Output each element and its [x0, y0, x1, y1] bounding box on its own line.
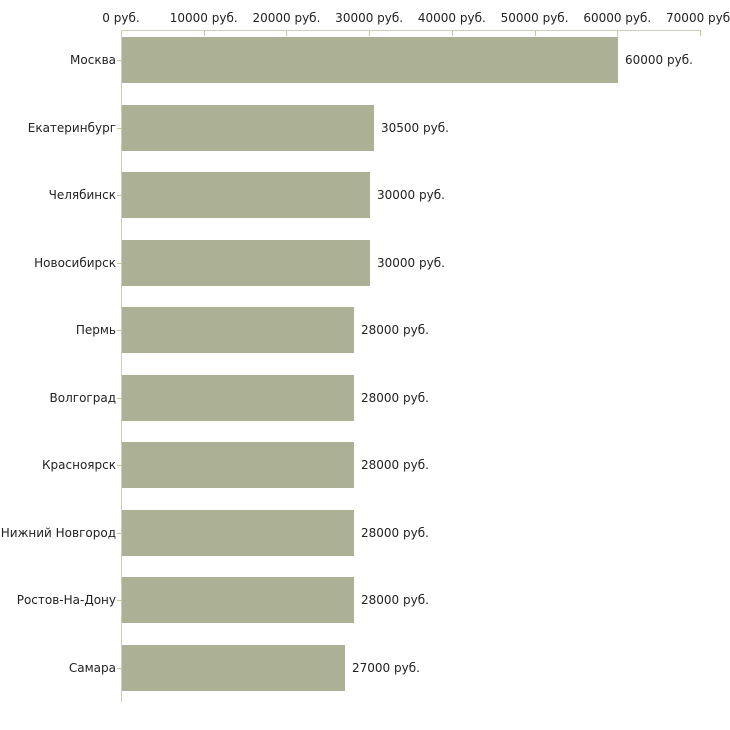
category-tick-mark [117, 263, 121, 264]
bar [122, 172, 370, 218]
bar [122, 510, 354, 556]
x-tick-mark [451, 30, 453, 36]
bar [122, 307, 354, 353]
x-tick-mark [369, 30, 371, 36]
value-label: 28000 руб. [361, 323, 429, 337]
value-label: 28000 руб. [361, 593, 429, 607]
category-label: Ростов-На-Дону [16, 593, 116, 607]
value-label: 28000 руб. [361, 526, 429, 540]
category-label: Самара [68, 661, 116, 675]
y-axis-line [121, 30, 122, 702]
category-tick-mark [117, 668, 121, 669]
category-label: Волгоград [49, 391, 116, 405]
value-label: 27000 руб. [352, 661, 420, 675]
x-tick-mark [700, 30, 701, 36]
category-tick-mark [117, 128, 121, 129]
value-label: 30000 руб. [377, 188, 445, 202]
bar [122, 442, 354, 488]
bar [122, 375, 354, 421]
value-label: 60000 руб. [625, 53, 693, 67]
x-tick-label: 30000 руб. [335, 11, 404, 25]
category-tick-mark [117, 465, 121, 466]
bar [122, 105, 374, 151]
value-label: 30500 руб. [381, 121, 449, 135]
x-tick-label: 20000 руб. [252, 11, 321, 25]
bar [122, 37, 618, 83]
category-label: Пермь [75, 323, 116, 337]
x-tick-label: 40000 руб. [417, 11, 486, 25]
value-label: 30000 руб. [377, 256, 445, 270]
category-tick-mark [117, 195, 121, 196]
x-tick-label: 60000 руб. [583, 11, 652, 25]
x-tick-mark [286, 30, 288, 36]
bar [122, 577, 354, 623]
value-label: 28000 руб. [361, 391, 429, 405]
category-tick-mark [117, 533, 121, 534]
x-tick-label: 50000 руб. [500, 11, 569, 25]
category-label: Москва [70, 53, 116, 67]
category-label: Нижний Новгород [0, 526, 116, 540]
category-label: Новосибирск [34, 256, 116, 270]
x-tick-mark [203, 30, 205, 36]
category-label: Екатеринбург [27, 121, 116, 135]
x-axis-line [121, 30, 700, 31]
x-tick-mark [534, 30, 536, 36]
category-tick-mark [117, 398, 121, 399]
category-label: Челябинск [48, 188, 116, 202]
bar [122, 240, 370, 286]
x-tick-label: 0 руб. [102, 11, 140, 25]
x-tick-label: 70000 руб. [666, 11, 730, 25]
category-label: Красноярск [42, 458, 116, 472]
value-label: 28000 руб. [361, 458, 429, 472]
x-tick-label: 10000 руб. [169, 11, 238, 25]
category-tick-mark [117, 60, 121, 61]
category-tick-mark [117, 600, 121, 601]
x-tick-mark [617, 30, 619, 36]
category-tick-mark [117, 330, 121, 331]
bar [122, 645, 345, 691]
